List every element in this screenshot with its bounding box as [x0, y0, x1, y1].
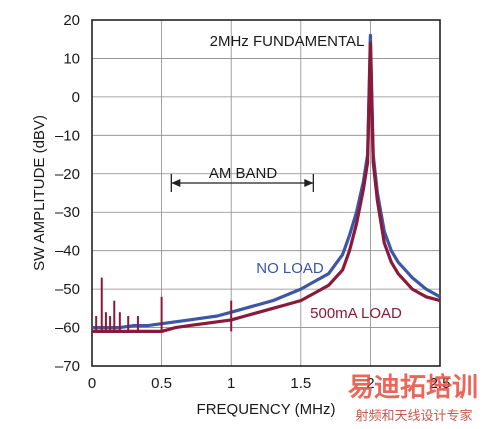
series-line-500ma-load [92, 41, 441, 333]
load-label: 500mA LOAD [310, 305, 402, 322]
y-tick-labels: 20 10 0 –10 –20 –30 –40 –50 –60 –70 [55, 12, 80, 375]
y-tick-label: 20 [63, 12, 80, 29]
y-tick-label: –60 [55, 320, 80, 337]
x-tick-label: 0 [88, 375, 96, 392]
watermark-subtitle: 射频和天线设计专家 [355, 408, 472, 424]
x-tick-label: 2.5 [430, 375, 451, 392]
x-tick-labels: 0 0.5 1 1.5 2 2.5 [88, 375, 451, 392]
x-tick-label: 1.5 [290, 375, 311, 392]
series-line-no-load [92, 33, 441, 330]
y-tick-label: 0 [72, 89, 80, 106]
x-axis-label: FREQUENCY (MHz) [197, 401, 336, 418]
am-band-label: AM BAND [209, 165, 278, 182]
y-tick-label: –40 [55, 243, 80, 260]
series-group [92, 33, 441, 333]
y-tick-label: –30 [55, 204, 80, 221]
y-tick-label: –10 [55, 127, 80, 144]
y-tick-label: –70 [55, 358, 80, 375]
x-tick-label: 2 [366, 375, 374, 392]
y-tick-label: 10 [63, 50, 80, 67]
y-axis-label: SW AMPLITUDE (dBV) [31, 115, 48, 271]
y-tick-label: –20 [55, 166, 80, 183]
am-band-arrow [170, 174, 314, 192]
x-tick-label: 0.5 [151, 375, 172, 392]
watermark-title: 易迪拓培训 [348, 373, 478, 403]
spur-group [95, 277, 233, 332]
am-band-arrowhead-left [171, 179, 181, 187]
plot-frame [91, 19, 441, 367]
x-tick-label: 1 [227, 375, 235, 392]
am-band-arrowhead-right [304, 179, 314, 187]
fundamental-label: 2MHz FUNDAMENTAL [210, 33, 365, 50]
grid [92, 20, 440, 366]
y-tick-label: –50 [55, 281, 80, 298]
no-load-label: NO LOAD [256, 260, 324, 277]
